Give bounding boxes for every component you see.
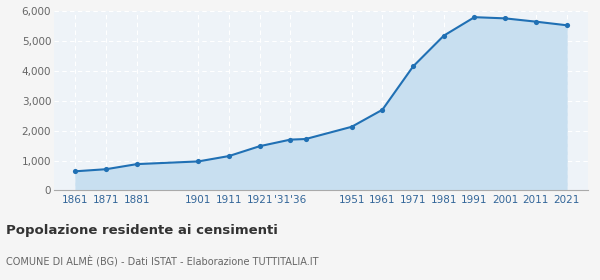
- Point: [347, 125, 356, 129]
- Point: [531, 19, 541, 24]
- Point: [101, 167, 111, 171]
- Point: [301, 137, 310, 141]
- Point: [562, 23, 571, 27]
- Point: [255, 144, 265, 148]
- Point: [224, 154, 234, 158]
- Point: [408, 64, 418, 69]
- Text: COMUNE DI ALMÈ (BG) - Dati ISTAT - Elaborazione TUTTITALIA.IT: COMUNE DI ALMÈ (BG) - Dati ISTAT - Elabo…: [6, 255, 319, 266]
- Point: [193, 159, 203, 164]
- Point: [377, 108, 387, 112]
- Point: [500, 16, 510, 21]
- Point: [439, 33, 449, 38]
- Text: Popolazione residente ai censimenti: Popolazione residente ai censimenti: [6, 224, 278, 237]
- Point: [71, 169, 80, 174]
- Point: [132, 162, 142, 166]
- Point: [470, 15, 479, 19]
- Point: [286, 137, 295, 142]
